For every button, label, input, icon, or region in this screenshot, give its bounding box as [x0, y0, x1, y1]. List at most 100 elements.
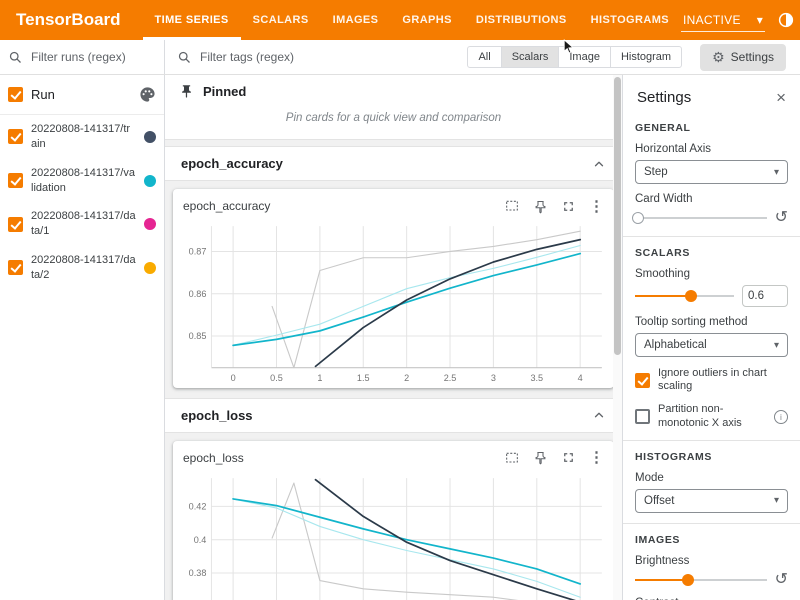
chevron-down-icon: ▾: [774, 167, 779, 178]
epoch-accuracy-chart[interactable]: 00.511.522.533.540.850.860.87: [173, 218, 614, 388]
fullscreen-icon[interactable]: [561, 199, 576, 214]
tag-type-filter-group: All Scalars Image Histogram: [468, 46, 682, 68]
chip-scalars[interactable]: Scalars: [501, 46, 560, 68]
runs-panel: Run 20220808-141317/train 20220808-14131…: [0, 75, 165, 600]
slider-thumb[interactable]: [685, 290, 697, 302]
runs-filter: [0, 40, 165, 74]
main-nav: TIME SERIES SCALARS IMAGES GRAPHS DISTRI…: [143, 0, 681, 40]
chevron-up-icon[interactable]: [592, 157, 606, 171]
tab-graphs[interactable]: GRAPHS: [390, 0, 463, 40]
svg-text:0.85: 0.85: [189, 331, 207, 341]
svg-text:3.5: 3.5: [530, 373, 543, 383]
close-icon[interactable]: ×: [776, 89, 786, 106]
svg-text:0.4: 0.4: [194, 535, 207, 545]
chip-image[interactable]: Image: [558, 46, 611, 68]
fit-to-data-icon[interactable]: [504, 450, 520, 466]
section-title: epoch_loss: [181, 408, 253, 423]
scrollbar-thumb[interactable]: [614, 77, 621, 355]
filter-tags-input[interactable]: [198, 49, 462, 65]
pin-card-icon[interactable]: [533, 199, 548, 214]
images-heading: IMAGES: [635, 534, 788, 546]
partition-x-axis-checkbox[interactable]: Partition non-monotonic X axis i: [635, 403, 788, 429]
svg-text:4: 4: [578, 373, 583, 383]
tooltip-sorting-select[interactable]: Alphabetical ▾: [635, 333, 788, 357]
card-title: epoch_accuracy: [183, 199, 504, 213]
vertical-scrollbar[interactable]: [613, 75, 622, 600]
scalars-heading: SCALARS: [635, 247, 788, 259]
tab-time-series[interactable]: TIME SERIES: [143, 0, 241, 40]
pin-icon: [179, 84, 194, 99]
pinned-title: Pinned: [203, 84, 246, 99]
chip-histogram[interactable]: Histogram: [610, 46, 682, 68]
chevron-up-icon[interactable]: [592, 408, 606, 422]
runs-panel-header: Run: [0, 75, 164, 115]
gear-icon: ⚙: [712, 49, 725, 66]
runs-column-header: Run: [31, 87, 131, 102]
run-color-dot: [144, 175, 156, 187]
more-options-icon[interactable]: ⋮: [589, 199, 604, 214]
cards-main: Pinned Pin cards for a quick view and co…: [165, 75, 622, 600]
fullscreen-icon[interactable]: [561, 450, 576, 465]
smoothing-slider[interactable]: [635, 288, 734, 304]
brightness-slider[interactable]: [635, 572, 767, 588]
histogram-mode-select[interactable]: Offset ▾: [635, 489, 788, 513]
chevron-down-icon: ▾: [774, 495, 779, 506]
run-checkbox[interactable]: [8, 173, 23, 188]
search-icon: [8, 50, 23, 65]
card-title: epoch_loss: [183, 451, 504, 465]
tab-distributions[interactable]: DISTRIBUTIONS: [464, 0, 579, 40]
reset-icon[interactable]: ↺: [775, 210, 788, 226]
svg-text:0.5: 0.5: [270, 373, 283, 383]
run-color-dot: [144, 218, 156, 230]
svg-text:1: 1: [317, 373, 322, 383]
run-item-data-2[interactable]: 20220808-141317/data/2: [0, 246, 164, 290]
horizontal-axis-select[interactable]: Step ▾: [635, 160, 788, 184]
select-all-runs-checkbox[interactable]: [8, 87, 23, 102]
more-options-icon[interactable]: ⋮: [589, 450, 604, 465]
histogram-mode-value: Offset: [644, 495, 674, 507]
filter-runs-input[interactable]: [29, 49, 156, 65]
epoch-loss-chart[interactable]: 00.511.522.533.540.360.380.40.42: [173, 470, 614, 600]
section-header-epoch-accuracy[interactable]: epoch_accuracy: [165, 146, 622, 181]
section-body-epoch-loss: epoch_loss ⋮ 00.511.522.533.540.360.380.…: [165, 433, 622, 600]
horizontal-axis-value: Step: [644, 166, 668, 178]
settings-button-label: Settings: [731, 50, 774, 64]
info-icon[interactable]: i: [774, 410, 788, 424]
ignore-outliers-checkbox[interactable]: Ignore outliers in chart scaling: [635, 367, 788, 393]
checkbox-icon: [635, 373, 650, 388]
smoothing-value-input[interactable]: [742, 285, 788, 307]
run-checkbox[interactable]: [8, 129, 23, 144]
pin-card-icon[interactable]: [533, 450, 548, 465]
tab-histograms[interactable]: HISTOGRAMS: [579, 0, 681, 40]
run-item-data-1[interactable]: 20220808-141317/data/1: [0, 202, 164, 246]
tab-images[interactable]: IMAGES: [321, 0, 391, 40]
chevron-down-icon: ▾: [774, 340, 779, 351]
checkbox-icon: [635, 409, 650, 424]
slider-thumb[interactable]: [682, 574, 694, 586]
app-logo[interactable]: TensorBoard: [0, 10, 143, 30]
run-checkbox[interactable]: [8, 217, 23, 232]
theme-toggle-icon[interactable]: [777, 8, 795, 33]
run-checkbox[interactable]: [8, 260, 23, 275]
app-header: TensorBoard TIME SERIES SCALARS IMAGES G…: [0, 0, 800, 40]
settings-button[interactable]: ⚙ Settings: [700, 44, 786, 71]
slider-thumb[interactable]: [632, 212, 644, 224]
section-header-epoch-loss[interactable]: epoch_loss: [165, 398, 622, 433]
filter-toolbar: All Scalars Image Histogram ⚙ Settings: [0, 40, 800, 75]
status-dropdown-value: INACTIVE: [683, 13, 741, 27]
chip-all[interactable]: All: [467, 46, 501, 68]
fit-to-data-icon[interactable]: [504, 198, 520, 214]
svg-text:3: 3: [491, 373, 496, 383]
reset-icon[interactable]: ↺: [775, 572, 788, 588]
tab-scalars[interactable]: SCALARS: [241, 0, 321, 40]
status-dropdown[interactable]: INACTIVE ▾: [681, 9, 765, 32]
run-color-dot: [144, 131, 156, 143]
svg-text:0.86: 0.86: [189, 289, 207, 299]
card-width-slider[interactable]: [635, 210, 767, 226]
run-item-train[interactable]: 20220808-141317/train: [0, 115, 164, 159]
palette-icon[interactable]: [139, 86, 156, 103]
brightness-label: Brightness: [635, 555, 788, 567]
run-label: 20220808-141317/validation: [31, 166, 136, 196]
section-body-epoch-accuracy: epoch_accuracy ⋮ 00.511.522.533.540.850.…: [165, 181, 622, 398]
run-item-validation[interactable]: 20220808-141317/validation: [0, 159, 164, 203]
